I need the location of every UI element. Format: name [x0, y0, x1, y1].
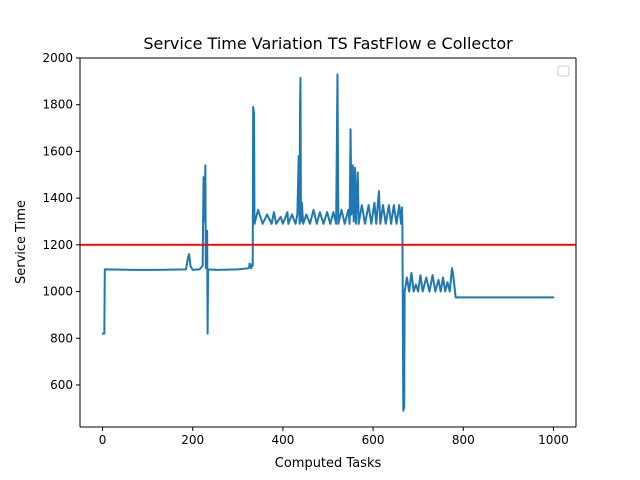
y-tick-label: 600: [50, 378, 73, 392]
y-tick-label: 1200: [42, 238, 73, 252]
x-tick-label: 400: [271, 433, 294, 447]
chart-title: Service Time Variation TS FastFlow e Col…: [143, 34, 513, 53]
x-tick-label: 0: [99, 433, 107, 447]
y-axis-label: Service Time: [14, 200, 29, 284]
y-tick-label: 1400: [42, 191, 73, 205]
y-tick-label: 1000: [42, 285, 73, 299]
legend-box: [557, 65, 570, 77]
y-tick-label: 800: [50, 331, 73, 345]
x-axis-label: Computed Tasks: [275, 456, 382, 471]
series-layer: [101, 73, 555, 412]
x-tick-label: 800: [452, 433, 475, 447]
x-tick-label: 1000: [538, 433, 569, 447]
y-ticks: 600 800 1000 1200 1400 1600 1800 2000: [42, 51, 80, 392]
y-tick-label: 2000: [42, 51, 73, 65]
y-tick-label: 1800: [42, 98, 73, 112]
y-tick-label: 1600: [42, 144, 73, 158]
plot-area: [80, 58, 576, 427]
x-tick-label: 200: [181, 433, 204, 447]
series-line-0: [101, 73, 555, 412]
x-tick-label: 600: [362, 433, 385, 447]
x-ticks: 0 200 400 600 800 1000: [99, 427, 569, 447]
